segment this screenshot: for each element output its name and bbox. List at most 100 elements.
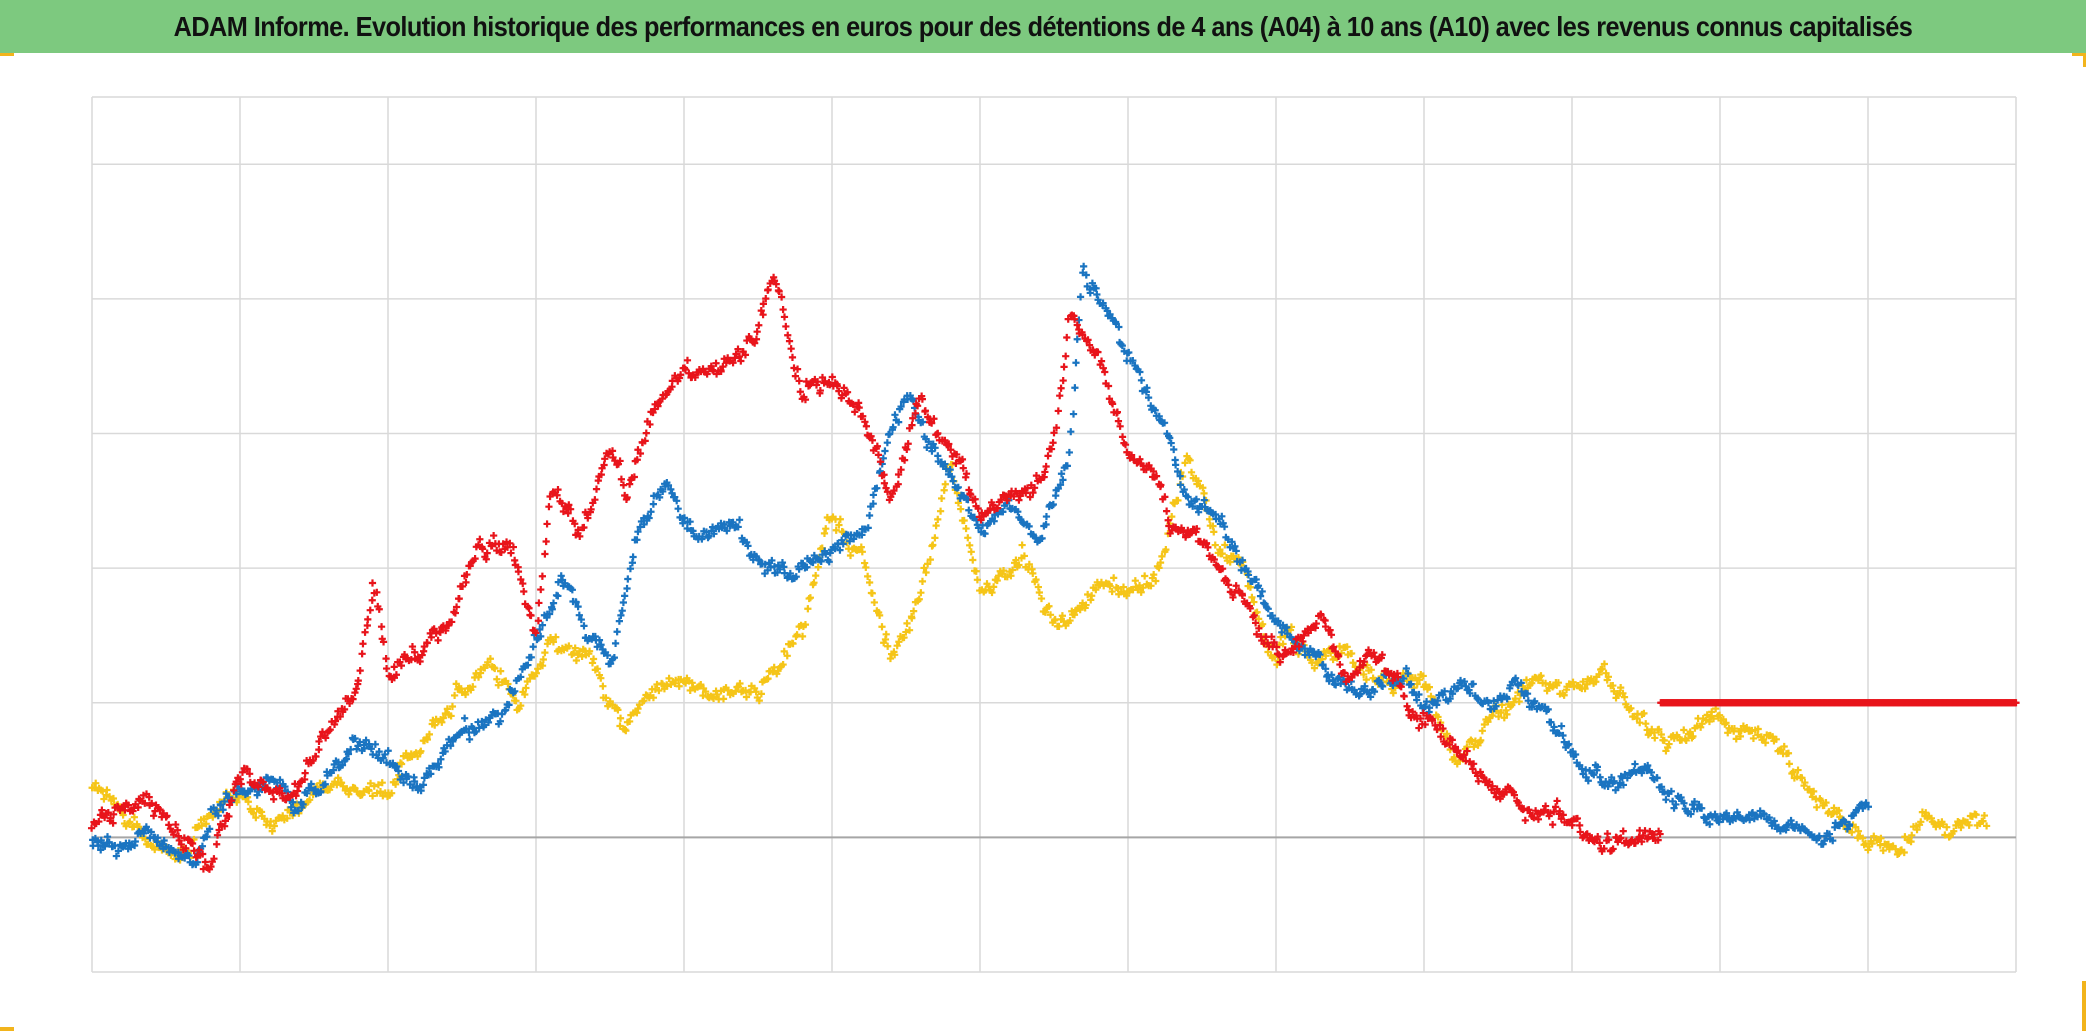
data-point [1101,368,1109,376]
data-point [803,563,811,571]
data-point [1469,680,1477,688]
data-point [1780,742,1788,751]
data-point [621,592,629,600]
data-point [665,674,673,682]
data-point [535,599,543,607]
data-point [1210,528,1218,536]
data-point [1466,689,1474,697]
data-point [786,569,794,578]
data-point [1709,715,1718,723]
data-point [411,648,419,656]
data-point [180,834,188,842]
data-point [866,578,874,587]
data-point [534,665,542,673]
data-point [1810,787,1818,795]
data-point [608,447,617,455]
data-point [448,618,456,626]
data-point [1421,720,1429,729]
data-point [293,787,302,795]
data-point [1415,676,1424,684]
data-point [1515,697,1523,706]
data-point [1020,552,1028,560]
data-point [791,372,800,380]
data-point [299,800,307,808]
data-point [1252,619,1260,627]
data-point [752,335,761,343]
data-point [1982,822,1991,830]
data-point [207,863,215,871]
data-point [1617,684,1625,692]
data-point [615,617,623,625]
data-point [1451,743,1459,751]
data-point [1205,515,1214,523]
data-point [452,680,460,688]
data-point [232,790,241,798]
data-point [1063,333,1071,342]
data-point [751,339,759,347]
data-point [344,750,353,758]
data-point [1273,643,1281,651]
data-point [1411,674,1419,682]
data-point [1131,577,1139,585]
data-point [1590,771,1598,779]
data-point [504,680,512,688]
data-point [820,529,829,537]
data-point [934,429,942,437]
data-point [1025,560,1033,568]
data-point [1596,839,1604,847]
data-point [836,546,844,554]
data-point [828,373,836,381]
data-point [1234,553,1243,562]
data-point [995,572,1003,580]
data-point [291,780,299,788]
data-point [1097,357,1106,365]
data-point [793,631,801,639]
data-point [903,445,911,454]
data-point [649,694,658,702]
data-point [1861,839,1870,848]
data-point [99,787,107,795]
data-point [974,524,983,532]
data-point [1032,576,1040,584]
data-point [889,423,897,431]
data-point [1152,472,1161,480]
data-point [103,833,112,841]
data-point [497,667,505,675]
data-point [536,625,544,634]
data-point [199,850,207,858]
data-point [949,477,957,485]
data-point [1655,725,1663,733]
data-point [392,671,400,679]
data-point [1859,834,1867,842]
data-point [1108,400,1117,408]
data-point [87,824,96,832]
data-point [624,575,632,583]
data-point [483,549,491,557]
data-point [349,695,357,703]
data-point [1784,749,1793,757]
data-point [1059,476,1067,484]
data-point [677,371,685,379]
data-point [1076,606,1084,614]
data-point [1069,410,1078,418]
data-point [354,742,362,750]
data-point [97,846,105,854]
data-point [1218,550,1226,558]
data-point [1602,669,1610,677]
data-point [1056,481,1065,489]
data-point [130,813,138,821]
data-point [246,770,254,778]
data-point [882,630,890,638]
data-point [1166,434,1174,442]
data-point [1058,612,1066,620]
data-point [554,486,562,494]
data-point [1510,791,1519,799]
data-point [1612,694,1620,702]
data-point [160,836,168,845]
data-point [597,641,605,649]
data-point [1399,674,1408,683]
data-point [542,537,550,546]
data-point [1609,681,1617,690]
data-point [532,669,540,677]
data-point [92,779,100,787]
